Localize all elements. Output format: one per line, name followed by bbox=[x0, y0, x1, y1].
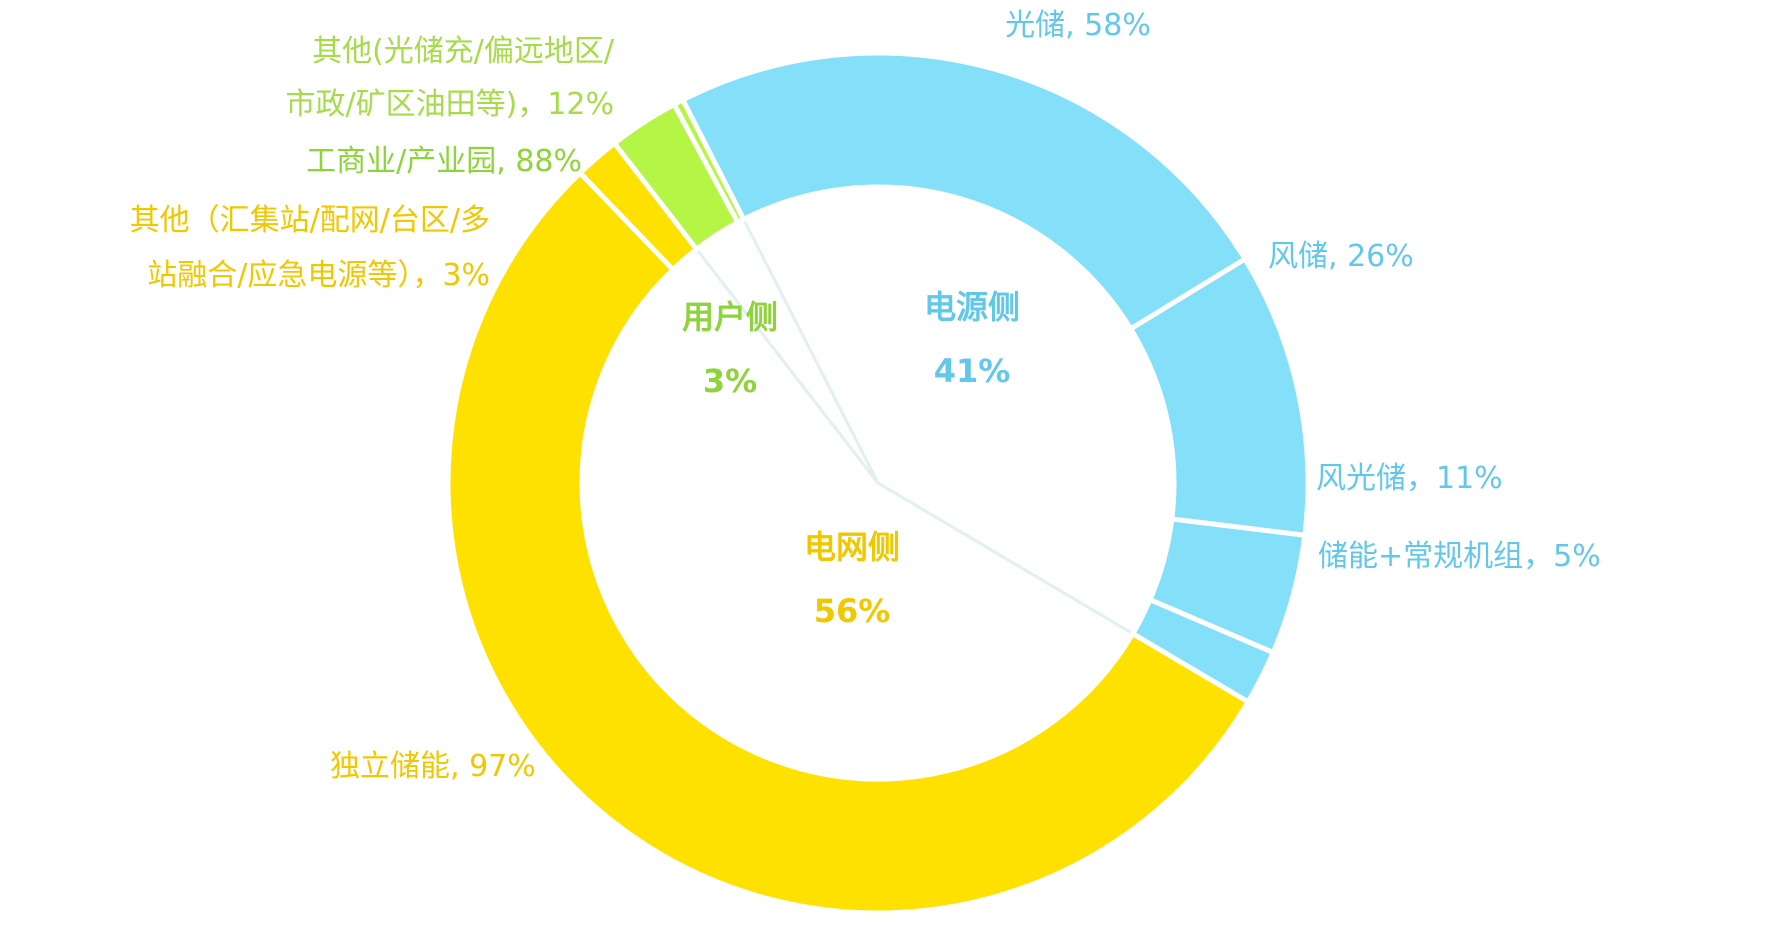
outer-label-6: 工商业/产业园, 88% bbox=[306, 144, 582, 179]
inner-label-name-0: 电源侧 bbox=[924, 288, 1020, 326]
outer-label-0: 光储, 58% bbox=[1005, 8, 1151, 43]
inner-label-name-2: 用户侧 bbox=[682, 298, 778, 336]
inner-label-value-1: 56% bbox=[814, 592, 891, 630]
outer-label-5-line-0: 其他（汇集站/配网/台区/多 bbox=[130, 203, 490, 238]
inner-label-name-1: 电网侧 bbox=[804, 528, 900, 566]
outer-label-3: 储能+常规机组，5% bbox=[1318, 539, 1601, 574]
outer-label-2: 风光储，11% bbox=[1316, 461, 1503, 496]
outer-ring-layer bbox=[445, 50, 1311, 916]
inner-ring-layer bbox=[580, 185, 1176, 781]
outer-slice-0 bbox=[679, 50, 1249, 333]
inner-label-value-2: 3% bbox=[703, 362, 757, 400]
outer-slice-7 bbox=[670, 96, 747, 226]
outer-label-7-line-0: 其他(光储充/偏远地区/ bbox=[312, 34, 615, 69]
outer-label-1: 风储, 26% bbox=[1268, 239, 1414, 274]
outer-label-5-line-1: 站融合/应急电源等），3% bbox=[147, 258, 490, 293]
outer-label-7-line-1: 市政/矿区油田等)，12% bbox=[286, 87, 615, 122]
outer-label-4: 独立储能, 97% bbox=[330, 749, 536, 784]
inner-label-layer: 电源侧 41% 电网侧 56% 用户侧 3% bbox=[682, 288, 1020, 630]
inner-label-value-0: 41% bbox=[934, 352, 1011, 390]
outer-label-layer: 光储, 58% 风储, 26% 风光储，11% 储能+常规机组，5% 独立储能, 97%… bbox=[130, 8, 1601, 784]
outer-slice-4 bbox=[445, 169, 1252, 916]
